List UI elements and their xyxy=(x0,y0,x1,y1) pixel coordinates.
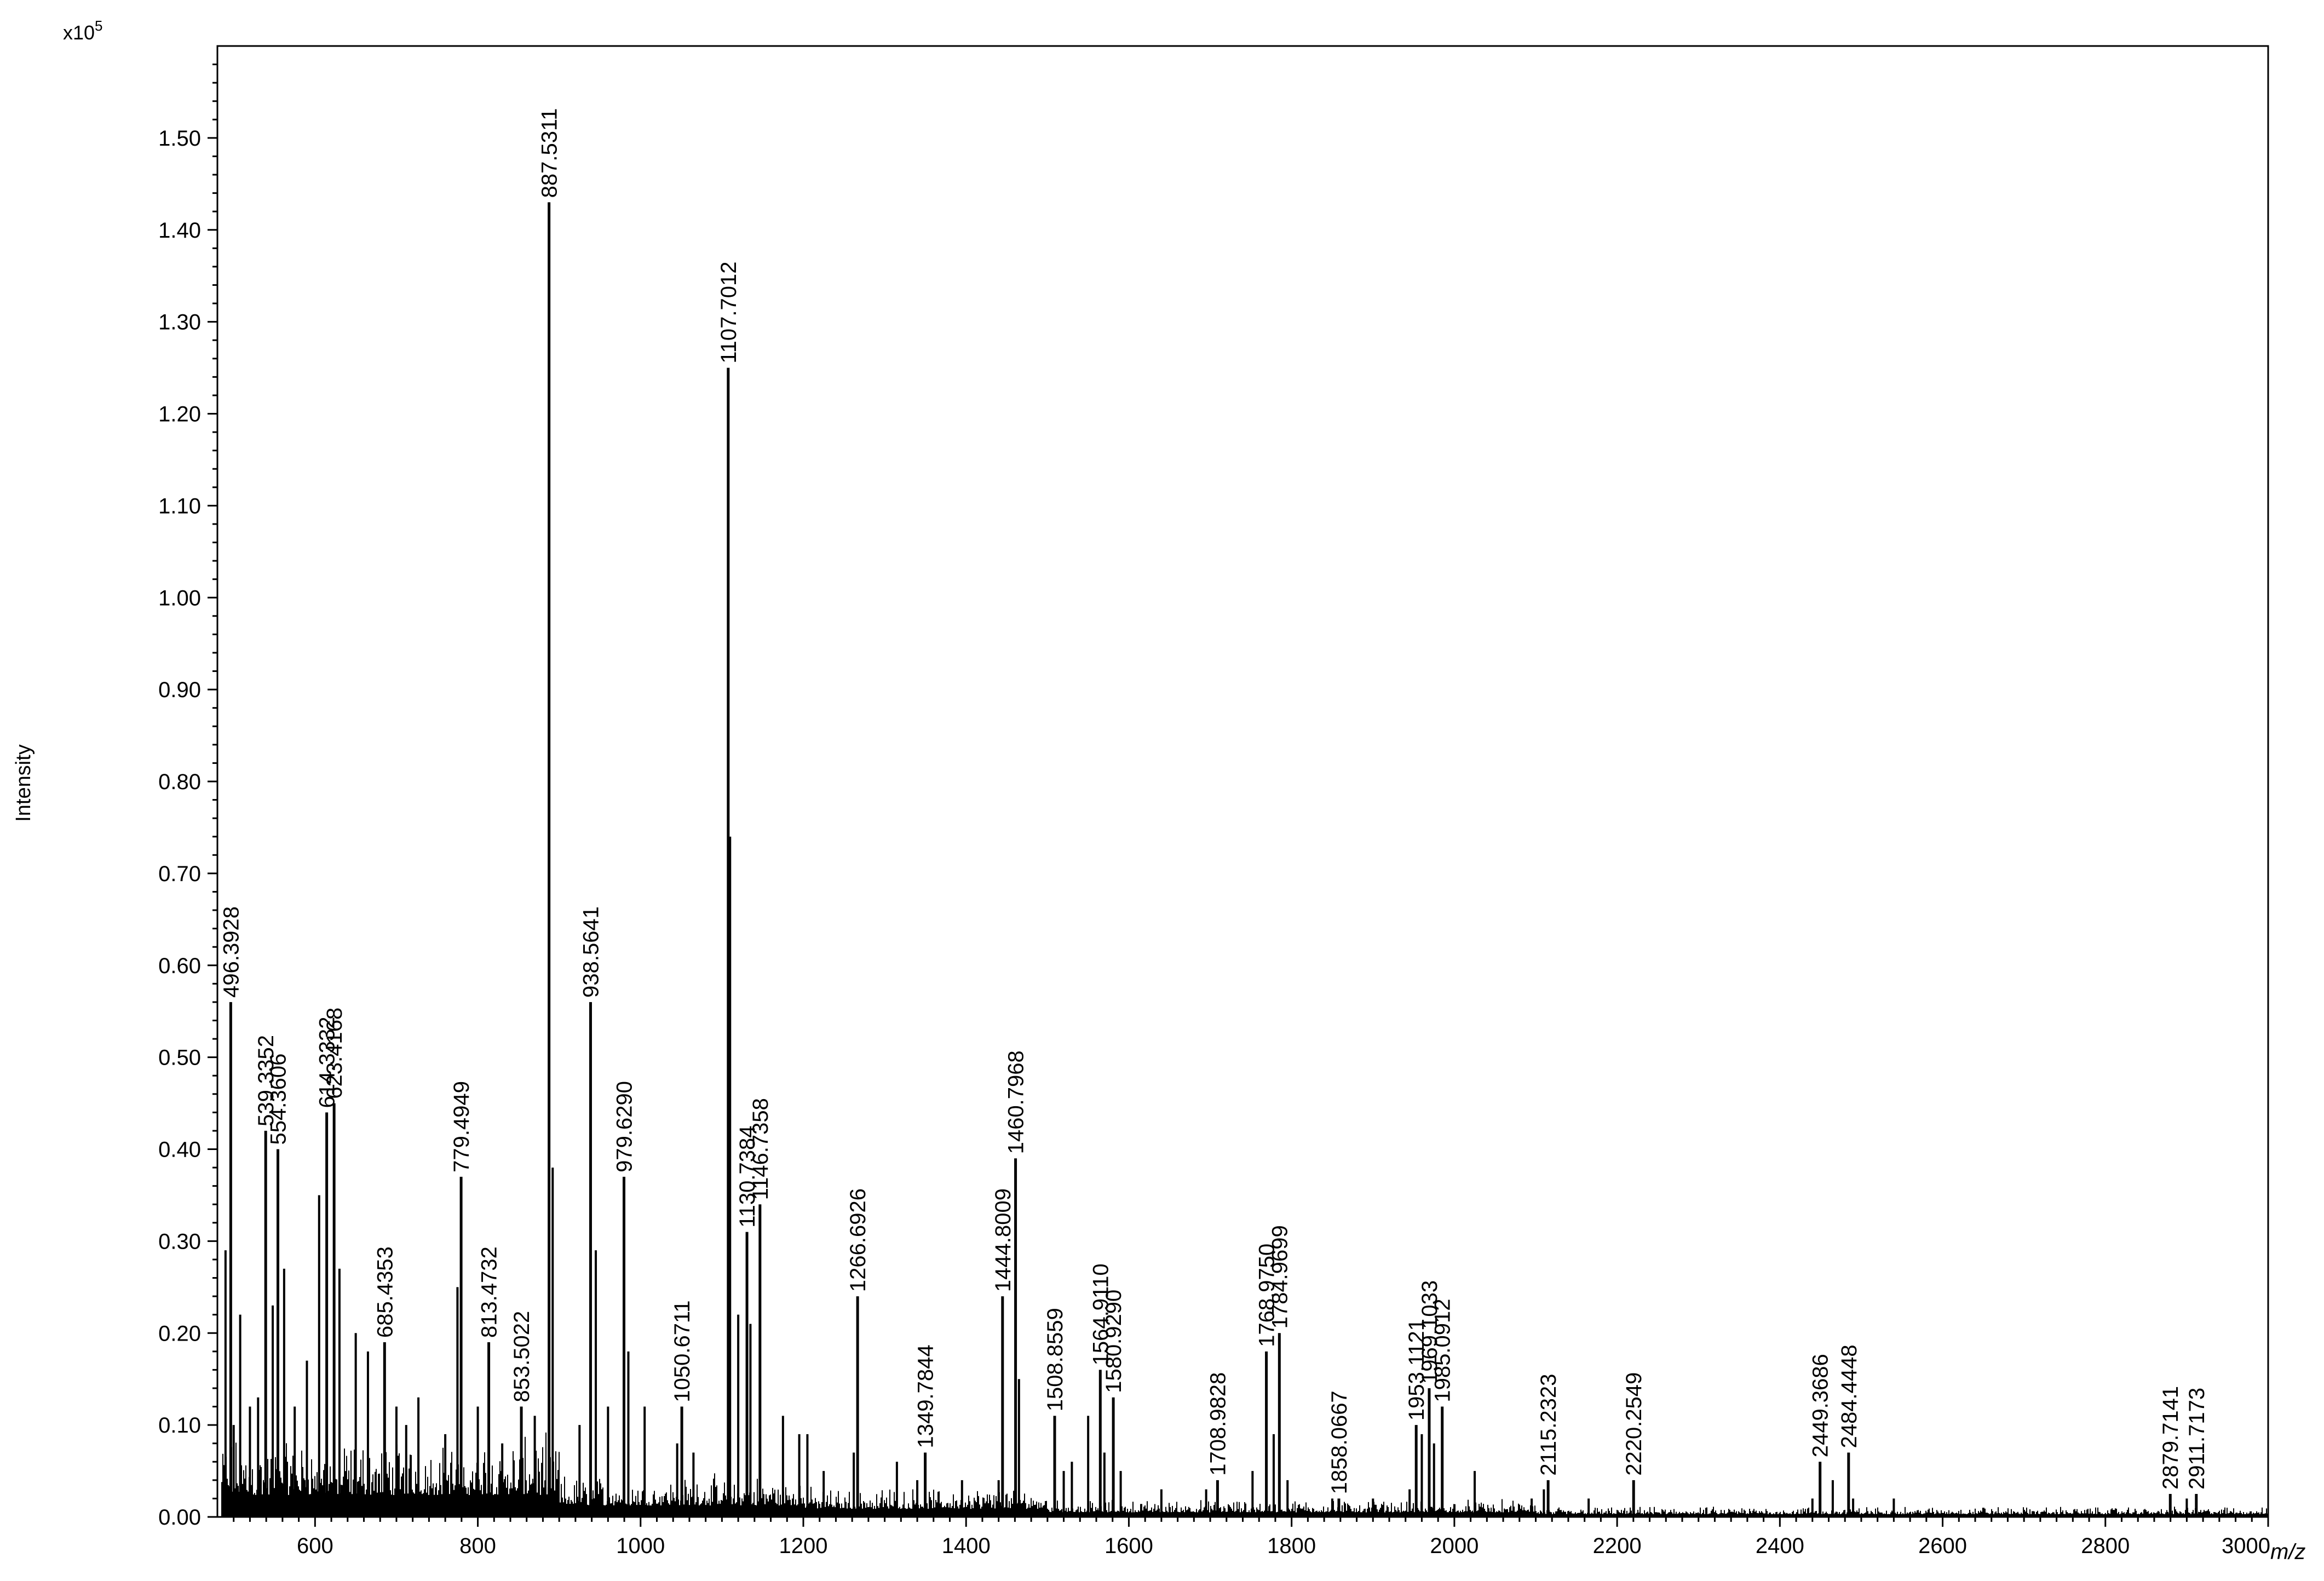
axes xyxy=(216,45,2269,1518)
x-tick-label: 1400 xyxy=(942,1534,991,1558)
y-tick-label: 0.60 xyxy=(158,954,201,978)
peak-label: 1050.6711 xyxy=(670,1300,694,1402)
x-tick-label: 3000 xyxy=(2222,1534,2270,1558)
peak-label: 1708.9828 xyxy=(1206,1372,1230,1476)
y-tick-label: 0.20 xyxy=(158,1321,201,1346)
y-axis-scale-factor: x105 xyxy=(63,18,103,44)
x-tick-label: 800 xyxy=(459,1534,496,1558)
peak-label: 554.3606 xyxy=(267,1054,291,1145)
peak-label: 979.6290 xyxy=(613,1081,637,1172)
peak-label: 1444.8009 xyxy=(991,1188,1015,1292)
peak-label: 539.3352 xyxy=(254,1035,278,1126)
minor-peaks xyxy=(224,836,2188,1517)
peak-label: 1130.7384 xyxy=(735,1125,760,1227)
x-axis-title: m/z xyxy=(2270,1540,2305,1564)
peak-label: 1266.6926 xyxy=(846,1188,870,1292)
peak-label: 1349.7844 xyxy=(914,1344,938,1448)
peak-label: 2115.2323 xyxy=(1537,1374,1561,1476)
y-tick-label: 1.10 xyxy=(158,494,201,518)
peak-label: 938.5641 xyxy=(579,906,603,998)
peak-label: 1508.8559 xyxy=(1043,1308,1067,1411)
peak-label: 614.3332 xyxy=(315,1017,340,1108)
labeled-peaks xyxy=(229,202,2198,1517)
y-tick-label: 1.40 xyxy=(158,219,201,243)
baseline-noise xyxy=(221,1432,2268,1517)
x-tick-label: 600 xyxy=(297,1534,333,1558)
y-tick-label: 0.10 xyxy=(158,1413,201,1438)
x-tick-label: 1000 xyxy=(616,1534,665,1558)
y-axis-title: Intensity xyxy=(12,744,35,822)
y-tick-label: 0.90 xyxy=(158,678,201,702)
y-tick-label: 1.30 xyxy=(158,311,201,335)
peak-label: 1969.1033 xyxy=(1418,1280,1442,1384)
noise-trace xyxy=(221,1432,2268,1517)
peak-label: 2879.7141 xyxy=(2159,1386,2183,1490)
peak-label: 2449.3686 xyxy=(1809,1354,1833,1457)
x-tick-label: 2400 xyxy=(1756,1534,1804,1558)
peak-label: 1580.9290 xyxy=(1102,1290,1126,1393)
y-tick-label: 0.80 xyxy=(158,770,201,794)
y-tick-label: 0.40 xyxy=(158,1138,201,1162)
y-tick-label: 1.50 xyxy=(158,127,201,151)
peak-label: 2484.4448 xyxy=(1837,1344,1861,1448)
peak-label: 1784.9699 xyxy=(1268,1225,1292,1329)
x-tick-label: 1600 xyxy=(1105,1534,1153,1558)
y-tick-label: 0.30 xyxy=(158,1229,201,1254)
peak-label: 1146.7358 xyxy=(749,1098,773,1200)
y-scale-base: x10 xyxy=(63,21,95,44)
peak-label: 1985.0912 xyxy=(1431,1299,1455,1402)
x-tick-label: 2600 xyxy=(1918,1534,1967,1558)
y-tick-label: 1.00 xyxy=(158,586,201,610)
peak-label: 1858.0667 xyxy=(1327,1390,1351,1494)
peak-label: 887.5311 xyxy=(538,108,562,198)
y-tick-label: 0.50 xyxy=(158,1046,201,1070)
x-tick-label: 1800 xyxy=(1267,1534,1316,1558)
peak-label: 779.4949 xyxy=(450,1081,474,1172)
peak-label: 623.4168 xyxy=(323,1008,347,1099)
peak-label: 853.5022 xyxy=(510,1311,534,1402)
peak-label: 1460.7968 xyxy=(1004,1050,1028,1154)
x-tick-label: 2800 xyxy=(2081,1534,2130,1558)
peak-label: 2911.7173 xyxy=(2185,1388,2209,1490)
y-tick-label: 0.00 xyxy=(158,1505,201,1530)
x-tick-label: 2000 xyxy=(1430,1534,1479,1558)
x-tick-label: 1200 xyxy=(779,1534,828,1558)
y-tick-label: 1.20 xyxy=(158,403,201,427)
peak-label: 1768.9750 xyxy=(1255,1244,1279,1347)
y-tick-label: 0.70 xyxy=(158,862,201,886)
peak-label: 813.4732 xyxy=(478,1246,502,1338)
y-axis-ticks: 0.00 0.10 0.20 0.30 0.40 0.50 0.60 0.70 0.80 0.90… xyxy=(158,64,217,1530)
peak-label: 1564.9110 xyxy=(1089,1263,1113,1365)
x-tick-label: 2200 xyxy=(1593,1534,1642,1558)
plot-frame xyxy=(216,45,2269,1518)
peak-label: 685.4353 xyxy=(373,1246,397,1338)
peak-label: 1107.7012 xyxy=(717,261,741,363)
y-scale-exponent: 5 xyxy=(95,18,102,34)
peak-label: 1953.1121 xyxy=(1405,1319,1429,1421)
peak-label: 496.3928 xyxy=(219,906,243,998)
x-axis-ticks: 600 800 1000 1200 1400 1600 1800 2000 2200 2400 26… xyxy=(233,1517,2270,1558)
peak-label: 2220.2549 xyxy=(1622,1372,1646,1476)
